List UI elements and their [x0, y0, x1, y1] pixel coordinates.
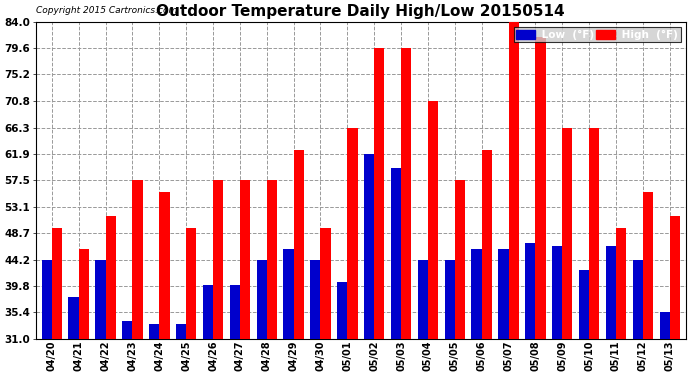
- Bar: [428, 101, 438, 339]
- Bar: [284, 249, 294, 339]
- Bar: [606, 246, 616, 339]
- Bar: [122, 321, 132, 339]
- Bar: [482, 150, 492, 339]
- Bar: [347, 128, 357, 339]
- Bar: [310, 260, 320, 339]
- Bar: [391, 168, 401, 339]
- Bar: [95, 260, 106, 339]
- Bar: [535, 37, 546, 339]
- Bar: [52, 228, 62, 339]
- Bar: [41, 260, 52, 339]
- Bar: [633, 260, 643, 339]
- Bar: [240, 180, 250, 339]
- Bar: [374, 48, 384, 339]
- Bar: [525, 243, 535, 339]
- Bar: [68, 297, 79, 339]
- Bar: [294, 150, 304, 339]
- Bar: [455, 180, 465, 339]
- Bar: [552, 246, 562, 339]
- Bar: [337, 282, 347, 339]
- Bar: [643, 192, 653, 339]
- Bar: [417, 260, 428, 339]
- Bar: [616, 228, 627, 339]
- Bar: [364, 154, 374, 339]
- Bar: [203, 285, 213, 339]
- Bar: [230, 285, 240, 339]
- Bar: [132, 180, 143, 339]
- Bar: [509, 22, 519, 339]
- Bar: [444, 260, 455, 339]
- Bar: [670, 216, 680, 339]
- Bar: [159, 192, 170, 339]
- Bar: [79, 249, 89, 339]
- Title: Outdoor Temperature Daily High/Low 20150514: Outdoor Temperature Daily High/Low 20150…: [157, 4, 565, 19]
- Legend:  Low  (°F),  High  (°F): Low (°F), High (°F): [513, 27, 680, 42]
- Bar: [562, 128, 573, 339]
- Bar: [213, 180, 224, 339]
- Bar: [471, 249, 482, 339]
- Bar: [498, 249, 509, 339]
- Text: Copyright 2015 Cartronics.com: Copyright 2015 Cartronics.com: [36, 6, 177, 15]
- Bar: [660, 312, 670, 339]
- Bar: [589, 128, 600, 339]
- Bar: [186, 228, 197, 339]
- Bar: [267, 180, 277, 339]
- Bar: [149, 324, 159, 339]
- Bar: [176, 324, 186, 339]
- Bar: [401, 48, 411, 339]
- Bar: [257, 260, 267, 339]
- Bar: [106, 216, 116, 339]
- Bar: [579, 270, 589, 339]
- Bar: [320, 228, 331, 339]
